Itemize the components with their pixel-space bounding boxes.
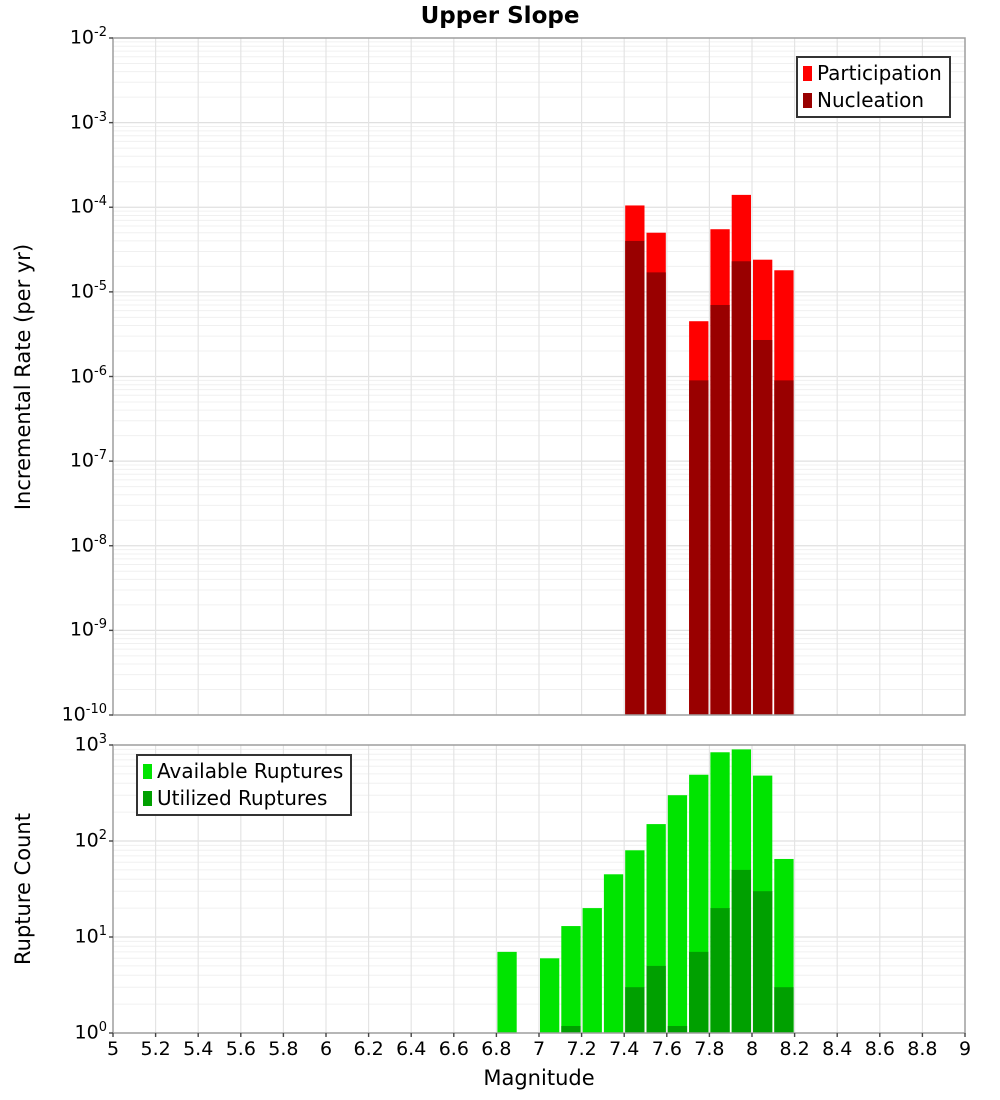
x-tick-label: 5.8: [268, 1038, 299, 1060]
legend-rate-chart: Participation Nucleation: [796, 56, 951, 118]
x-tick-label: 5: [106, 1038, 120, 1060]
x-tick-label: 5.6: [225, 1038, 256, 1060]
y-tick-label: 100: [74, 1020, 107, 1044]
bar-utilized-ruptures: [625, 987, 645, 1033]
x-tick-label: 8.4: [822, 1038, 853, 1060]
bar-available-ruptures: [603, 874, 624, 1033]
x-tick-label: 6: [319, 1038, 333, 1060]
y-tick-label: 10-5: [69, 279, 107, 303]
y-tick-label: 10-8: [69, 532, 107, 557]
bottom-y-axis-label: Rupture Count: [11, 813, 35, 965]
x-tick-label: 5.2: [140, 1038, 171, 1060]
x-tick-label: 7.8: [694, 1038, 725, 1060]
bar-utilized-ruptures: [667, 1026, 688, 1033]
bar-utilized-ruptures: [561, 1026, 581, 1033]
legend-item-participation: Participation: [803, 60, 942, 87]
y-tick-label: 10-9: [69, 617, 107, 641]
bar-nucleation: [731, 261, 751, 715]
x-tick-label: 7.6: [651, 1038, 682, 1060]
x-tick-label: 7.2: [566, 1038, 597, 1060]
y-tick-label: 102: [74, 828, 107, 852]
x-tick-label: 6.6: [438, 1038, 469, 1060]
legend-label-participation: Participation: [817, 61, 942, 85]
bar-nucleation: [753, 339, 773, 715]
bar-utilized-ruptures: [646, 965, 666, 1033]
participation-swatch-icon: [803, 66, 812, 81]
x-tick-label: 7.4: [609, 1038, 640, 1060]
legend-item-utilized-ruptures: Utilized Ruptures: [143, 785, 343, 812]
bar-nucleation: [774, 380, 794, 715]
y-tick-label: 10-6: [69, 363, 107, 388]
x-tick-label: 6.4: [396, 1038, 427, 1060]
bar-utilized-ruptures: [731, 869, 751, 1033]
legend-count-chart: Available Ruptures Utilized Ruptures: [136, 754, 353, 816]
y-tick-label: 10-10: [61, 702, 107, 726]
y-tick-label: 10-2: [69, 25, 107, 49]
bar-available-ruptures: [667, 795, 688, 1033]
x-tick-label: 8: [745, 1038, 759, 1060]
legend-item-nucleation: Nucleation: [803, 87, 942, 114]
bar-available-ruptures: [561, 926, 581, 1033]
bar-utilized-ruptures: [689, 951, 709, 1033]
legend-item-available-ruptures: Available Ruptures: [143, 758, 343, 785]
x-tick-label: 8.6: [864, 1038, 895, 1060]
x-tick-label: 8.8: [907, 1038, 938, 1060]
y-tick-label: 103: [74, 732, 107, 756]
legend-label-nucleation: Nucleation: [817, 88, 925, 112]
bar-utilized-ruptures: [753, 891, 773, 1033]
x-tick-label: 6.2: [353, 1038, 384, 1060]
x-tick-label: 6.8: [481, 1038, 512, 1060]
bar-utilized-ruptures: [710, 908, 730, 1033]
legend-label-available-ruptures: Available Ruptures: [157, 759, 344, 783]
utilized-ruptures-swatch-icon: [143, 791, 152, 806]
legend-label-utilized-ruptures: Utilized Ruptures: [157, 786, 328, 810]
bar-available-ruptures: [582, 908, 602, 1033]
bar-available-ruptures: [540, 958, 560, 1033]
available-ruptures-swatch-icon: [143, 764, 152, 779]
bar-utilized-ruptures: [774, 987, 794, 1033]
x-axis-label: Magnitude: [483, 1066, 595, 1090]
top-y-axis-label: Incremental Rate (per yr): [11, 243, 35, 511]
bar-available-ruptures: [497, 951, 517, 1033]
chart-title: Upper Slope: [420, 3, 580, 29]
nucleation-swatch-icon: [803, 93, 812, 108]
x-tick-label: 7: [532, 1038, 546, 1060]
bar-nucleation: [646, 272, 666, 715]
y-tick-label: 101: [74, 924, 107, 948]
y-tick-label: 10-4: [69, 194, 107, 218]
bar-nucleation: [689, 380, 709, 715]
bar-nucleation: [625, 240, 645, 716]
x-tick-label: 8.2: [779, 1038, 810, 1060]
x-tick-label: 9: [958, 1038, 972, 1060]
y-tick-label: 10-3: [69, 109, 107, 134]
bar-nucleation: [710, 304, 730, 715]
x-tick-label: 5.4: [183, 1038, 214, 1060]
y-tick-label: 10-7: [69, 448, 107, 472]
